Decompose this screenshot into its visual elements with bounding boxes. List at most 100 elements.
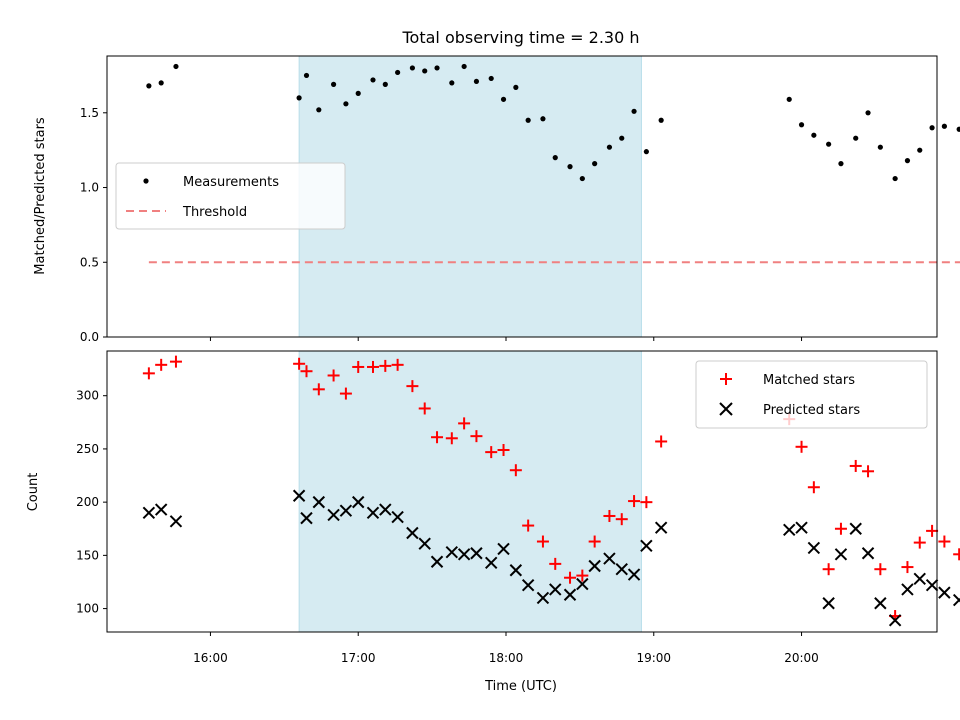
measurement-point <box>370 77 376 83</box>
x-tick-label: 20:00 <box>784 651 819 665</box>
measurement-point <box>956 126 960 132</box>
measurement-point <box>877 144 883 150</box>
matched-star-point <box>822 563 835 576</box>
matched-star-point <box>655 435 668 448</box>
legend-measurements-marker <box>143 178 149 184</box>
measurement-point <box>579 175 585 182</box>
measurement-point <box>917 147 923 153</box>
measurement-point <box>865 110 871 116</box>
legend-threshold-label: Threshold <box>182 205 247 220</box>
predicted-star-point <box>327 508 340 522</box>
matched-star-point <box>834 522 847 535</box>
bottom-legend: Matched stars Predicted stars <box>695 360 928 429</box>
measurement-point <box>552 155 558 161</box>
matched-star-point <box>913 536 926 549</box>
measurement-point <box>540 116 546 122</box>
matched-star-point <box>142 367 155 380</box>
top-y-axis-label: Matched/Predicted stars <box>33 117 48 275</box>
x-tick-label: 16:00 <box>193 651 228 665</box>
legend-predicted-marker <box>719 402 733 416</box>
predicted-star-point <box>391 510 404 524</box>
count-panel: 100 150 200 250 300 16:00 17:00 18:00 19:00 20:0… <box>26 350 960 694</box>
measurement-point <box>500 96 507 102</box>
predicted-star-point <box>352 495 365 509</box>
matched-star-point <box>953 548 960 561</box>
predicted-star-point <box>627 568 641 581</box>
predicted-star-point <box>807 541 821 555</box>
measurement-point <box>395 69 401 76</box>
matched-star-point <box>339 387 352 400</box>
predicted-star-point <box>822 597 835 610</box>
measurement-point <box>929 125 935 131</box>
y-tick-label: 1.5 <box>80 106 99 120</box>
bottom-axes-frame <box>106 350 938 633</box>
matched-star-point <box>549 557 562 570</box>
predicted-star-point <box>142 506 156 519</box>
matched-star-point <box>418 402 431 415</box>
bottom-legend-box <box>695 360 928 429</box>
predicted-star-point <box>952 593 960 607</box>
matched-star-point <box>312 383 325 396</box>
predicted-star-point <box>783 523 796 537</box>
matched-star-point <box>155 358 168 371</box>
measurement-point <box>355 90 361 96</box>
measurement-point <box>513 84 519 90</box>
measurement-point <box>643 149 649 155</box>
predicted-star-point <box>457 548 471 561</box>
measurement-point <box>619 135 625 141</box>
top-axes-frame <box>106 55 938 338</box>
measurement-point <box>473 78 480 85</box>
measurement-point <box>488 75 494 82</box>
matched-star-point <box>849 459 862 472</box>
x-tick-label: 18:00 <box>489 651 524 665</box>
matched-star-point <box>926 524 939 537</box>
measurement-point <box>798 122 805 128</box>
predicted-star-point <box>549 583 562 596</box>
matched-star-point <box>169 355 182 368</box>
matched-star-point <box>391 358 404 371</box>
predicted-star-point <box>418 537 431 550</box>
matched-star-point <box>485 446 498 459</box>
y-tick-label: 250 <box>76 442 99 456</box>
y-tick-label: 0.0 <box>80 330 99 344</box>
predicted-star-point <box>509 564 523 577</box>
predicted-star-point <box>445 545 459 559</box>
measurement-point <box>146 83 152 89</box>
predicted-star-point <box>588 559 601 573</box>
predicted-star-point <box>563 588 577 601</box>
matched-star-point <box>379 359 392 372</box>
matched-star-point <box>901 561 914 574</box>
predicted-star-point <box>861 547 875 560</box>
matched-star-point <box>874 563 887 576</box>
predicted-star-point <box>485 556 498 570</box>
predicted-star-point <box>615 562 628 576</box>
measurement-point <box>382 81 388 87</box>
observing-span-top <box>298 55 642 338</box>
predicted-star-point <box>576 577 589 591</box>
legend-predicted-label: Predicted stars <box>763 403 860 418</box>
matched-star-point <box>445 432 458 445</box>
matched-star-point <box>300 365 313 378</box>
matched-star-point <box>640 496 653 509</box>
matched-star-point <box>470 430 483 443</box>
bottom-y-axis-label: Count <box>26 473 41 512</box>
measurement-point <box>853 135 859 141</box>
matched-star-point <box>807 481 820 494</box>
measurement-point <box>838 161 844 167</box>
predicted-star-point <box>339 504 353 517</box>
measurement-point <box>296 95 302 101</box>
matched-star-point <box>576 569 589 582</box>
predicted-star-point <box>654 521 668 534</box>
measurement-point <box>449 80 455 86</box>
predicted-star-point <box>834 548 848 561</box>
predicted-star-point <box>874 597 887 610</box>
y-tick-label: 0.5 <box>80 255 99 269</box>
predicted-star-point <box>300 511 313 525</box>
predicted-star-point <box>154 503 168 516</box>
predicted-star-point <box>406 526 419 540</box>
measurement-point <box>422 68 428 74</box>
matched-star-point <box>615 513 628 526</box>
matched-star-point <box>603 509 616 522</box>
matched-star-point <box>293 357 306 370</box>
